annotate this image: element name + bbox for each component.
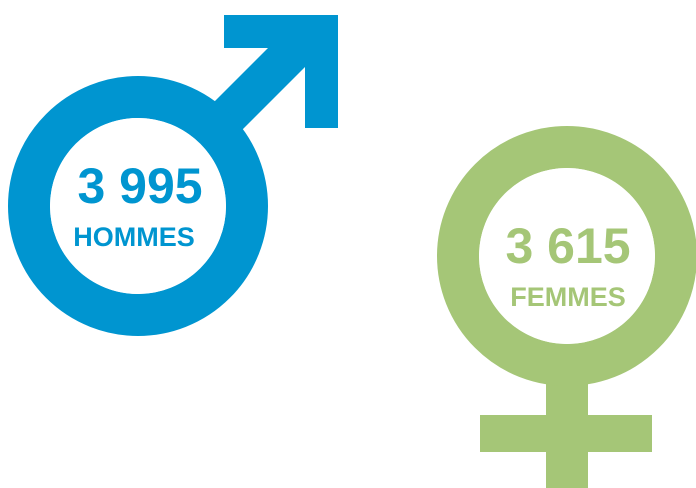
female-inner <box>479 168 655 344</box>
female-label: FEMMES <box>510 282 626 312</box>
male-inner <box>50 118 226 294</box>
female-count: 3 615 <box>505 218 630 274</box>
female-symbol: 3 615 FEMMES <box>437 126 696 488</box>
male-count: 3 995 <box>77 158 202 214</box>
female-crossbar <box>480 415 652 452</box>
male-label: HOMMES <box>73 222 195 252</box>
male-arrow-head-horizontal <box>224 15 338 48</box>
male-symbol: 3 995 HOMMES <box>8 15 338 336</box>
female-ring <box>437 126 696 386</box>
male-ring <box>8 76 268 336</box>
male-arrow-shaft <box>204 24 320 140</box>
